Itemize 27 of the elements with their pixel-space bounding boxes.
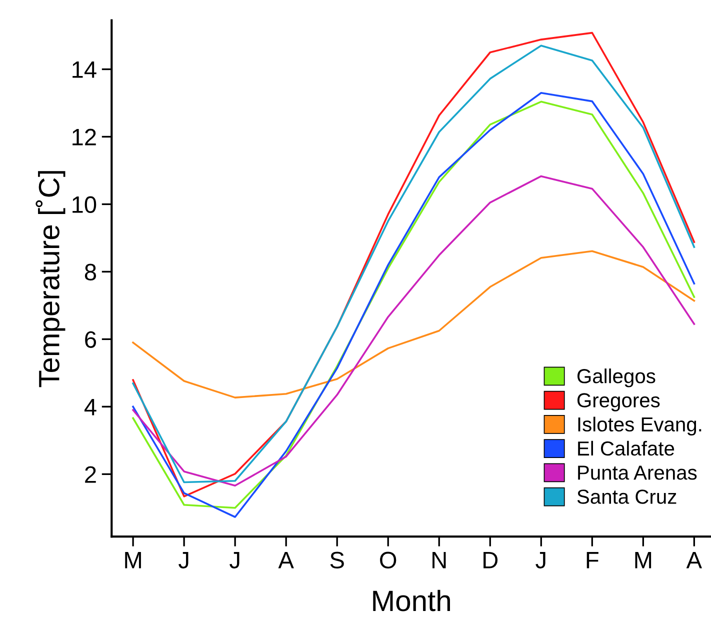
legend-label: El Calafate xyxy=(578,440,674,456)
y-tick-label: 6 xyxy=(85,331,96,348)
y-tick-label: 14 xyxy=(72,62,96,78)
x-tick-label: J xyxy=(178,552,188,568)
x-tick-label: A xyxy=(278,552,294,568)
y-tick-label: 12 xyxy=(72,128,96,146)
x-tick-label: O xyxy=(380,552,396,568)
y-tick-label: 10 xyxy=(72,196,96,214)
legend-label: Punta Arenas xyxy=(578,466,697,480)
x-tick-label: A xyxy=(686,552,702,568)
legend-label: Santa Cruz xyxy=(577,490,676,504)
y-tick-label: 8 xyxy=(84,264,96,280)
x-tick-label: S xyxy=(330,552,344,568)
y-tick-label: 4 xyxy=(84,398,96,416)
y-tick-label: 2 xyxy=(85,466,96,483)
legend-label: Islotes Evang. xyxy=(578,416,702,436)
legend-label: Gallegos xyxy=(577,368,656,388)
x-tick-label: F xyxy=(586,552,598,568)
x-tick-label: J xyxy=(230,552,240,568)
x-tick-label: M xyxy=(635,552,652,568)
x-tick-label: D xyxy=(484,552,498,568)
x-tick-label: J xyxy=(536,552,546,568)
y-axis-title: Temperature [˚C] xyxy=(36,171,66,388)
legend-label: Gregores xyxy=(577,393,660,412)
x-tick-label: N xyxy=(432,552,446,568)
x-axis-title: Month xyxy=(373,590,450,612)
x-tick-label: M xyxy=(125,552,141,568)
